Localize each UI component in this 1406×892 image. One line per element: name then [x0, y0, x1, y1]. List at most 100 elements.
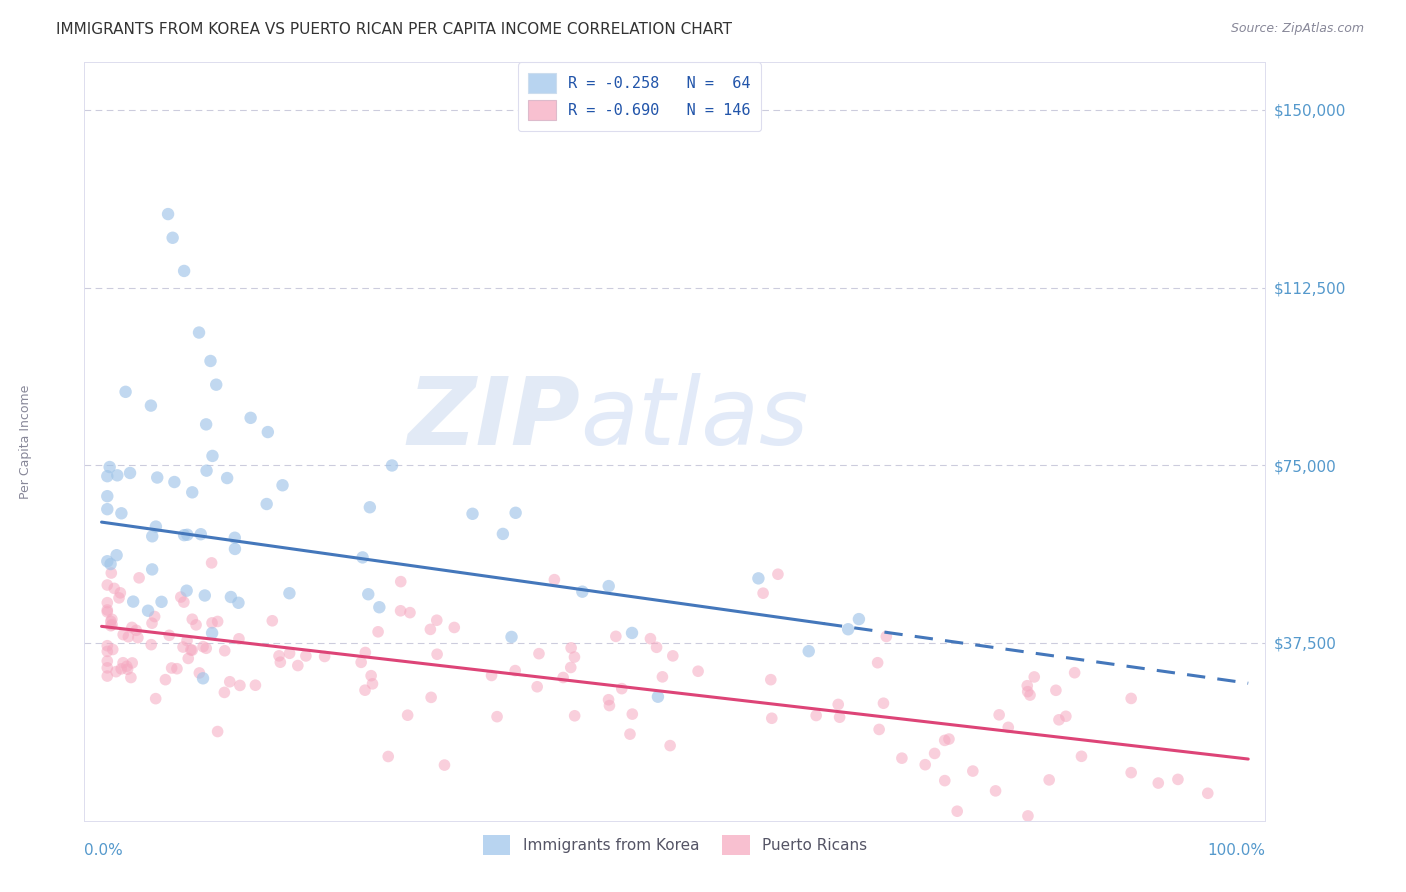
Point [564, 708, 586, 723]
Point [110, 662, 132, 676]
Point [96, 578, 118, 592]
Point [214, 644, 236, 658]
Point [101, 642, 124, 657]
Point [1063, 665, 1085, 680]
Point [433, 758, 456, 772]
Text: atlas: atlas [581, 373, 808, 465]
Point [105, 665, 128, 679]
Text: 100.0%: 100.0% [1208, 843, 1265, 858]
Point [1047, 713, 1070, 727]
Point [207, 615, 229, 629]
Point [96, 489, 118, 503]
Point [354, 683, 377, 698]
Point [934, 733, 956, 747]
Point [160, 661, 183, 675]
Point [181, 643, 204, 657]
Point [117, 630, 139, 644]
Point [543, 573, 565, 587]
Point [190, 527, 212, 541]
Point [361, 677, 384, 691]
Point [245, 678, 267, 692]
Point [381, 458, 404, 473]
Point [872, 696, 894, 710]
Point [262, 614, 284, 628]
Point [688, 665, 710, 679]
Point [271, 478, 294, 492]
Point [640, 632, 662, 646]
Point [157, 207, 180, 221]
Point [195, 417, 218, 432]
Point [868, 723, 890, 737]
Point [177, 651, 200, 665]
Point [96, 596, 118, 610]
Point [759, 673, 782, 687]
Point [377, 749, 399, 764]
Point [875, 630, 897, 644]
Point [112, 656, 135, 670]
Point [96, 554, 118, 568]
Point [492, 527, 515, 541]
Point [350, 656, 373, 670]
Point [110, 586, 132, 600]
Point [804, 708, 827, 723]
Point [188, 326, 211, 340]
Point [503, 664, 526, 678]
Point [984, 784, 1007, 798]
Point [228, 632, 250, 646]
Point [501, 630, 523, 644]
Text: 0.0%: 0.0% [84, 843, 124, 858]
Point [419, 623, 441, 637]
Point [145, 519, 167, 533]
Point [105, 548, 128, 562]
Point [96, 669, 118, 683]
Point [181, 612, 204, 626]
Point [239, 410, 262, 425]
Point [314, 649, 336, 664]
Point [207, 724, 229, 739]
Point [139, 399, 162, 413]
Point [1017, 684, 1039, 698]
Point [1070, 749, 1092, 764]
Point [924, 747, 946, 761]
Point [354, 645, 377, 659]
Point [201, 449, 224, 463]
Point [598, 692, 620, 706]
Point [752, 586, 775, 600]
Point [1019, 688, 1042, 702]
Point [828, 710, 851, 724]
Point [988, 707, 1011, 722]
Point [224, 541, 246, 556]
Point [122, 594, 145, 608]
Point [155, 673, 177, 687]
Text: Per Capita Income: Per Capita Income [18, 384, 32, 499]
Point [176, 528, 198, 542]
Point [96, 654, 118, 668]
Point [173, 528, 195, 542]
Point [100, 615, 122, 629]
Point [1045, 683, 1067, 698]
Point [389, 574, 412, 589]
Point [1121, 691, 1143, 706]
Point [1147, 776, 1170, 790]
Point [1121, 765, 1143, 780]
Point [200, 354, 222, 368]
Point [108, 591, 131, 605]
Point [1038, 772, 1060, 787]
Point [173, 264, 195, 278]
Point [396, 708, 419, 723]
Point [100, 618, 122, 632]
Point [173, 595, 195, 609]
Point [117, 662, 139, 676]
Point [352, 550, 374, 565]
Point [96, 661, 118, 675]
Point [269, 655, 291, 669]
Point [112, 627, 135, 641]
Point [228, 596, 250, 610]
Point [1167, 772, 1189, 787]
Point [101, 617, 124, 632]
Point [172, 640, 194, 654]
Point [553, 671, 575, 685]
Point [1054, 709, 1077, 723]
Point [201, 615, 224, 630]
Point [486, 709, 509, 723]
